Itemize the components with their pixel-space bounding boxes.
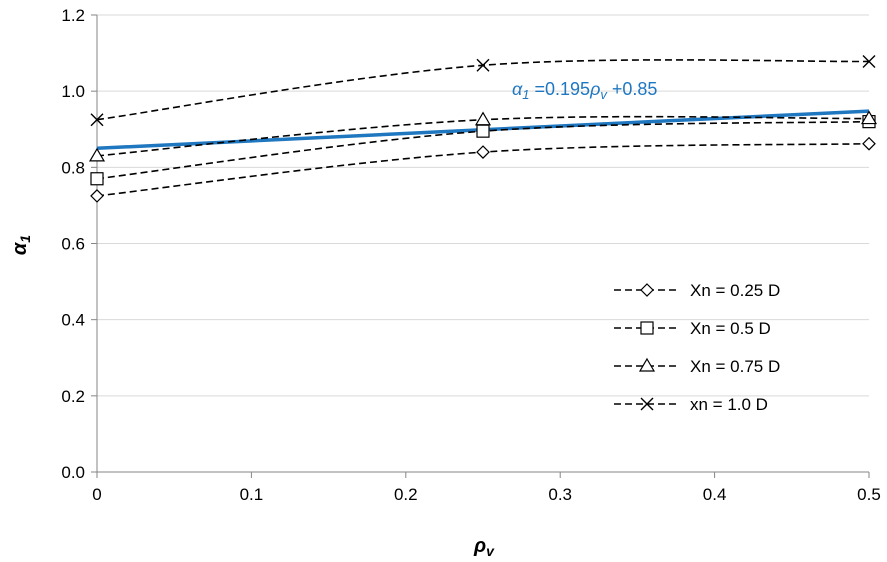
legend-item: Xn = 0.5 D <box>614 319 771 338</box>
y-tick-label: 0.4 <box>61 311 85 330</box>
x-tick-label: 0.4 <box>703 485 727 504</box>
series-group <box>90 55 876 201</box>
legend-marker <box>640 359 654 371</box>
y-tick-label: 0.6 <box>61 235 85 254</box>
legend-label: Xn = 0.5 D <box>690 319 771 338</box>
series-line <box>97 60 869 120</box>
legend-marker <box>641 284 653 296</box>
x-tick-label: 0.3 <box>548 485 572 504</box>
legend-label: Xn = 0.25 D <box>690 281 780 300</box>
data-point <box>477 146 489 158</box>
data-point <box>91 173 103 185</box>
legend-label: xn = 1.0 D <box>690 395 768 414</box>
x-tick-label: 0.2 <box>394 485 418 504</box>
x-tick-label: 0.1 <box>240 485 264 504</box>
data-point <box>476 113 490 125</box>
legend-item: Xn = 0.25 D <box>614 281 780 300</box>
fit-line-equation: α1 =0.195ρv +0.85 <box>512 79 657 102</box>
x-tick-label: 0.5 <box>857 485 881 504</box>
y-tick-label: 1.0 <box>61 82 85 101</box>
y-axis-title: α1 <box>9 235 33 255</box>
y-tick-label: 1.2 <box>61 6 85 25</box>
axes: 0.0 0.2 0.4 0.6 0.8 1.0 1.2 0 0.1 0.2 0.3 0.4 0.5 <box>61 6 880 504</box>
legend-label: Xn = 0.75 D <box>690 357 780 376</box>
legend-item: xn = 1.0 D <box>614 395 768 414</box>
y-tick-label: 0.0 <box>61 463 85 482</box>
y-tick-label: 0.2 <box>61 387 85 406</box>
data-point <box>863 138 875 150</box>
legend-item: Xn = 0.75 D <box>614 357 780 376</box>
y-tick-label: 0.8 <box>61 158 85 177</box>
legend-marker <box>641 322 653 334</box>
data-point <box>91 190 103 202</box>
x-axis-title: ρv <box>473 535 495 559</box>
legend: Xn = 0.25 D Xn = 0.5 D Xn = 0.75 D xn = 1.0… <box>614 281 780 414</box>
data-point <box>477 125 489 137</box>
x-tick-label: 0 <box>92 485 101 504</box>
gridlines <box>97 15 869 396</box>
